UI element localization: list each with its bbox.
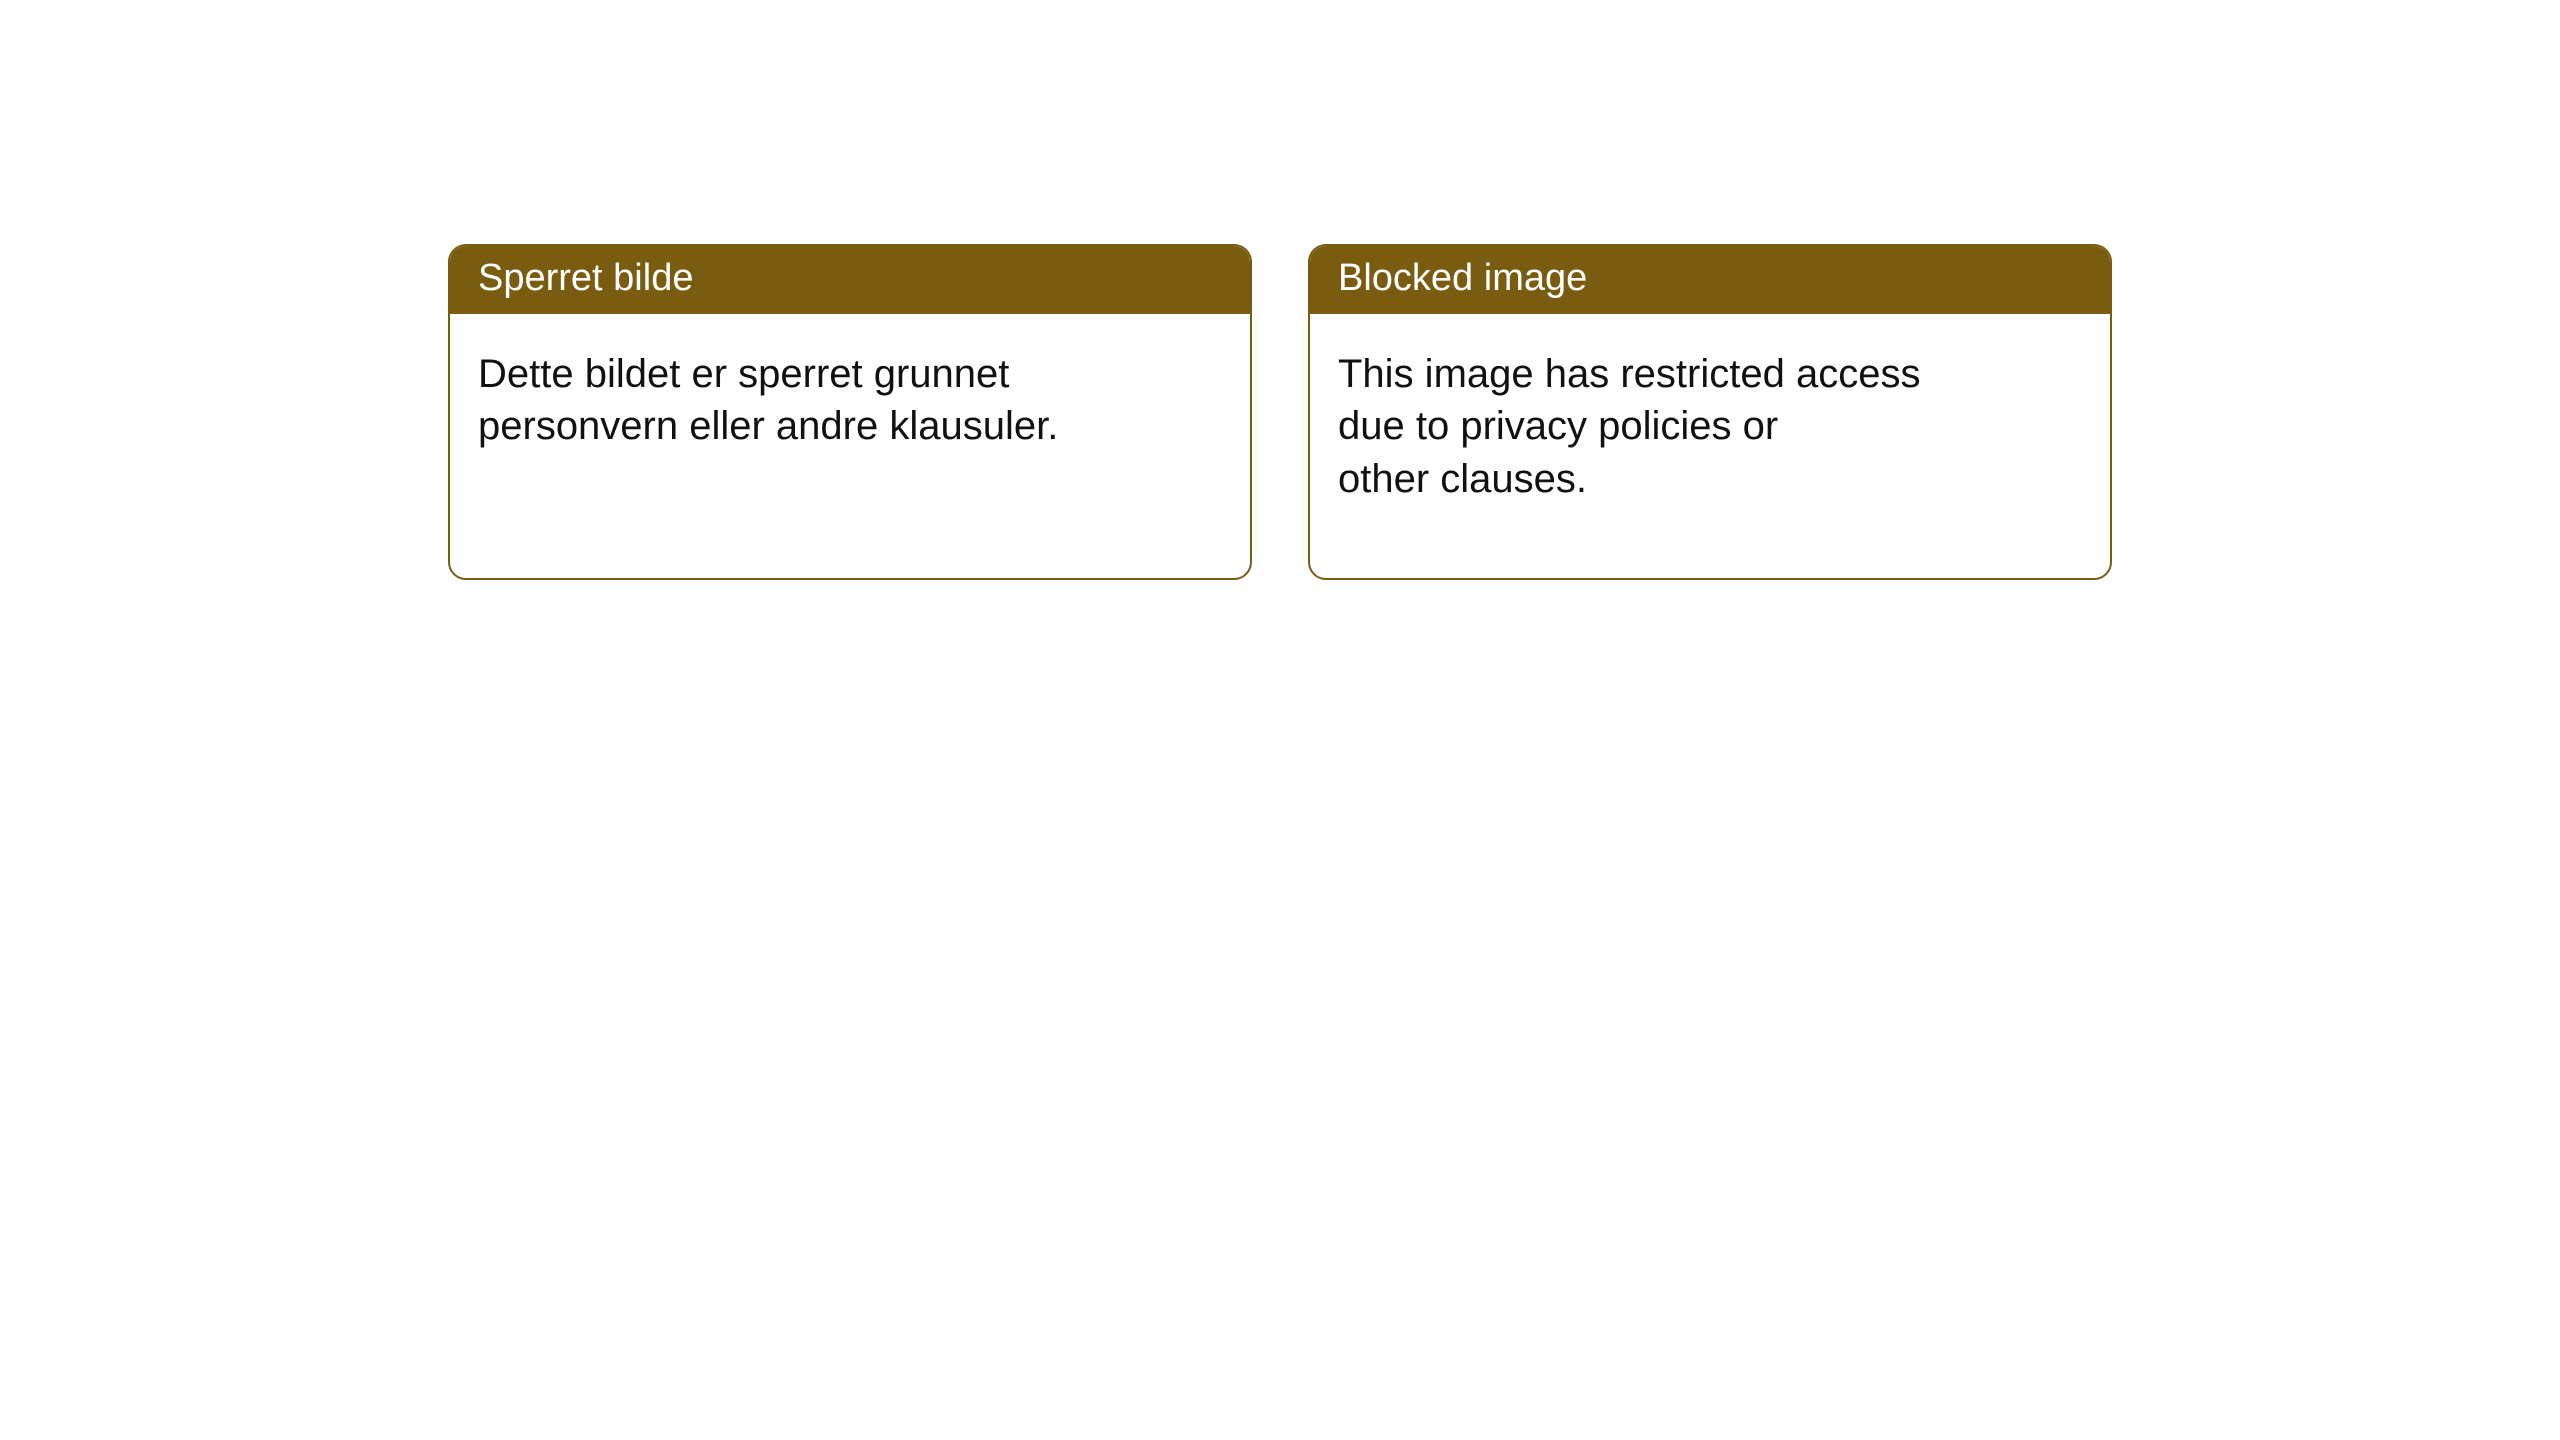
notice-card-english: Blocked image This image has restricted … [1308,244,2112,580]
notice-container: Sperret bilde Dette bildet er sperret gr… [0,0,2560,580]
notice-card-norwegian: Sperret bilde Dette bildet er sperret gr… [448,244,1252,580]
notice-body-norwegian: Dette bildet er sperret grunnet personve… [450,314,1150,482]
notice-title-norwegian: Sperret bilde [450,246,1250,314]
notice-body-english: This image has restricted access due to … [1310,314,2010,534]
notice-title-english: Blocked image [1310,246,2110,314]
